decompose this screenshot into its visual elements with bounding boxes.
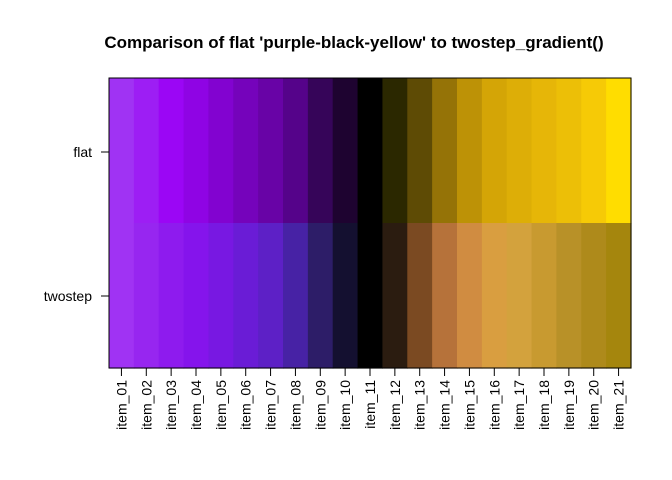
heatmap-cell-twostep-item_21	[606, 223, 632, 369]
heatmap-cell-flat-item_19	[556, 78, 582, 224]
x-tick-label-item_04: item_04	[188, 380, 204, 430]
heatmap-cell-flat-item_03	[158, 78, 185, 224]
x-tick-label-item_21: item_21	[611, 380, 627, 430]
heatmap-cell-flat-item_04	[183, 78, 210, 224]
heatmap-cell-flat-item_02	[133, 78, 160, 224]
x-tick-label-item_12: item_12	[387, 380, 403, 430]
x-tick-label-item_11: item_11	[362, 380, 378, 429]
heatmap-cell-flat-item_11	[357, 78, 384, 224]
heatmap-cell-flat-item_01	[109, 78, 135, 224]
heatmap-cell-flat-item_10	[332, 78, 359, 224]
heatmap-cell-flat-item_15	[457, 78, 483, 224]
heatmap-cell-flat-item_18	[531, 78, 558, 224]
heatmap-cell-flat-item_20	[581, 78, 607, 224]
heatmap-cell-twostep-item_16	[481, 223, 508, 369]
heatmap-cell-twostep-item_09	[307, 223, 334, 369]
heatmap-cell-flat-item_06	[233, 78, 259, 224]
heatmap-cell-twostep-item_05	[208, 223, 234, 369]
heatmap-cell-twostep-item_20	[581, 223, 607, 369]
heatmap-cell-twostep-item_02	[133, 223, 160, 369]
x-tick-label-item_01: item_01	[113, 380, 129, 430]
y-tick-label-twostep: twostep	[44, 288, 92, 304]
x-tick-label-item_03: item_03	[163, 380, 179, 430]
x-axis: item_01 item_02 item_03 item_04 item_05 item_…	[113, 368, 627, 430]
x-tick-label-item_19: item_19	[561, 380, 577, 430]
x-tick-label-item_10: item_10	[337, 380, 353, 430]
heatmap-cell-twostep-item_01	[109, 223, 135, 369]
heatmap-cell-twostep-item_12	[382, 223, 408, 369]
x-tick-label-item_13: item_13	[412, 380, 428, 430]
heatmap-cell-flat-item_05	[208, 78, 234, 224]
x-tick-label-item_05: item_05	[213, 380, 229, 430]
heatmap-cell-flat-item_09	[307, 78, 334, 224]
heatmap-cell-flat-item_14	[432, 78, 458, 224]
heatmap-cell-twostep-item_06	[233, 223, 259, 369]
heatmap-cell-flat-item_12	[382, 78, 408, 224]
heatmap-cell-twostep-item_17	[506, 223, 533, 369]
heatmap-cells	[109, 78, 632, 369]
y-tick-label-flat: flat	[73, 144, 92, 160]
heatmap-cell-twostep-item_03	[158, 223, 185, 369]
heatmap-cell-twostep-item_07	[258, 223, 284, 369]
heatmap-cell-flat-item_07	[258, 78, 284, 224]
heatmap-cell-twostep-item_08	[283, 223, 309, 369]
heatmap-cell-twostep-item_14	[432, 223, 458, 369]
x-tick-label-item_20: item_20	[586, 380, 602, 430]
x-tick-label-item_09: item_09	[312, 380, 328, 430]
x-tick-label-item_14: item_14	[437, 380, 453, 430]
heatmap-cell-twostep-item_13	[407, 223, 433, 369]
heatmap-cell-flat-item_21	[606, 78, 632, 224]
heatmap-cell-twostep-item_11	[357, 223, 384, 369]
x-tick-label-item_08: item_08	[287, 380, 303, 430]
x-tick-label-item_02: item_02	[138, 380, 154, 430]
heatmap-cell-flat-item_17	[506, 78, 533, 224]
heatmap-cell-twostep-item_19	[556, 223, 582, 369]
y-axis: flat twostep	[44, 144, 109, 304]
heatmap-cell-twostep-item_15	[457, 223, 483, 369]
x-tick-label-item_18: item_18	[536, 380, 552, 430]
heatmap-cell-twostep-item_04	[183, 223, 210, 369]
x-tick-label-item_16: item_16	[486, 380, 502, 430]
heatmap-cell-twostep-item_10	[332, 223, 359, 369]
heatmap-cell-flat-item_08	[283, 78, 309, 224]
x-tick-label-item_15: item_15	[461, 380, 477, 430]
chart-title: Comparison of flat 'purple-black-yellow'…	[104, 33, 603, 52]
x-tick-label-item_07: item_07	[263, 380, 279, 430]
heatmap-cell-flat-item_16	[481, 78, 508, 224]
x-tick-label-item_17: item_17	[511, 380, 527, 430]
heatmap-cell-twostep-item_18	[531, 223, 558, 369]
x-tick-label-item_06: item_06	[238, 380, 254, 430]
heatmap-cell-flat-item_13	[407, 78, 433, 224]
